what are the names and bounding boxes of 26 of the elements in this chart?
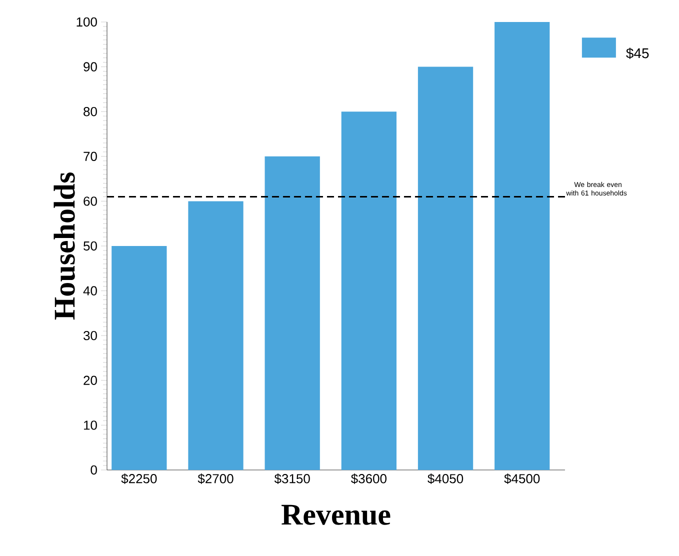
- x-axis-title: Revenue: [282, 504, 390, 525]
- bar: [341, 112, 397, 470]
- y-tick-label: 10: [84, 420, 97, 430]
- y-tick-label: 100: [76, 17, 97, 27]
- y-tick-label: 40: [83, 286, 97, 296]
- bar: [264, 156, 320, 470]
- y-tick-label: 70: [84, 152, 97, 161]
- x-tick-label: $4500: [504, 474, 540, 484]
- x-tick-label: $4050: [428, 474, 464, 484]
- y-tick-label: 30: [84, 330, 97, 340]
- bar: [188, 201, 244, 470]
- y-tick-label: 20: [84, 376, 97, 385]
- y-tick-label: 0: [90, 465, 97, 475]
- y-tick-label: 50: [84, 241, 97, 251]
- y-tick-label: 60: [84, 196, 97, 206]
- bar: [418, 66, 474, 470]
- bar: [112, 246, 167, 470]
- y-axis-title: Households: [54, 172, 75, 320]
- legend-label: $45: [626, 48, 649, 60]
- y-tick-label: 90: [84, 62, 97, 72]
- x-tick-label: $3600: [351, 474, 387, 484]
- y-tick-label: 80: [84, 106, 97, 116]
- x-tick-label: $2700: [198, 474, 234, 484]
- x-tick-label: $2250: [121, 474, 157, 484]
- bar: [494, 22, 550, 470]
- x-tick-label: $3150: [274, 474, 310, 484]
